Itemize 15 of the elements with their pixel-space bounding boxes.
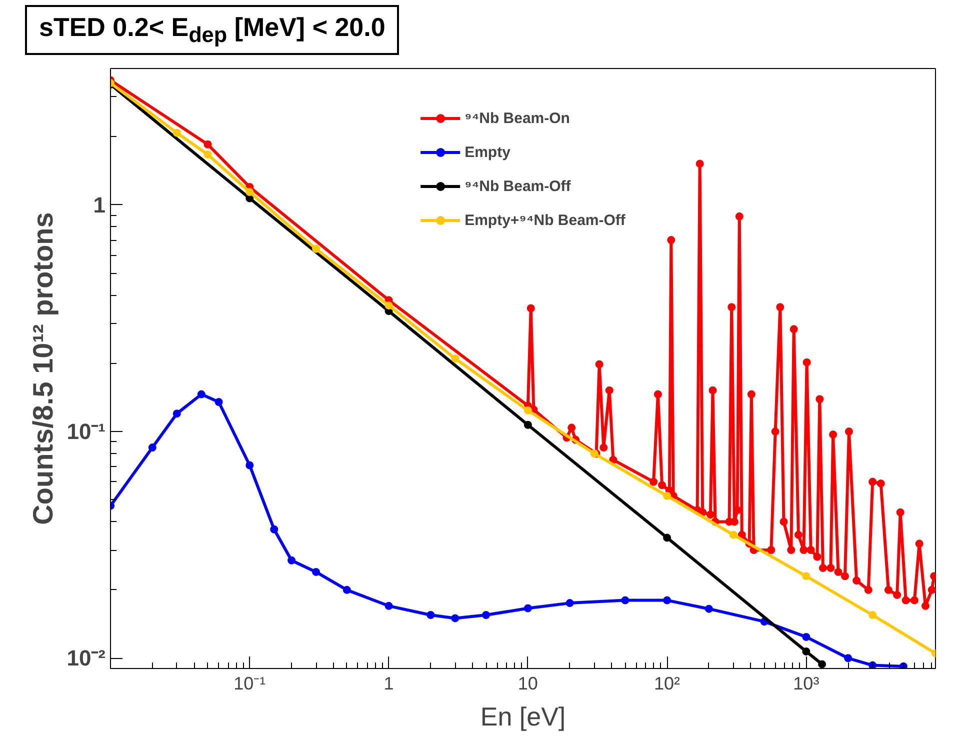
x-tick-label: 10⁻¹ bbox=[234, 674, 266, 694]
y-tick-label: 10⁻¹ bbox=[66, 419, 106, 444]
chart-title: sTED 0.2< E$_{dep}$ [MeV] < 20.0 bbox=[25, 5, 400, 56]
x-axis-title: En [eV] bbox=[480, 702, 566, 732]
legend-label: ⁹⁴Nb Beam-On bbox=[464, 110, 570, 126]
legend-label: ⁹⁴Nb Beam-Off bbox=[464, 178, 571, 194]
y-tick-label: 10⁻² bbox=[66, 646, 106, 671]
x-tick-label: 10² bbox=[654, 674, 680, 694]
y-axis-title: Counts/8.5 10¹² protons bbox=[28, 212, 59, 525]
legend-label: Empty+⁹⁴Nb Beam-Off bbox=[464, 212, 626, 228]
y-tick-label: 1 bbox=[93, 192, 106, 218]
x-tick-label: 10 bbox=[518, 674, 538, 694]
x-tick-label: 1 bbox=[384, 674, 394, 694]
x-tick-label: 10³ bbox=[793, 674, 820, 694]
legend-label: Empty bbox=[464, 144, 510, 160]
